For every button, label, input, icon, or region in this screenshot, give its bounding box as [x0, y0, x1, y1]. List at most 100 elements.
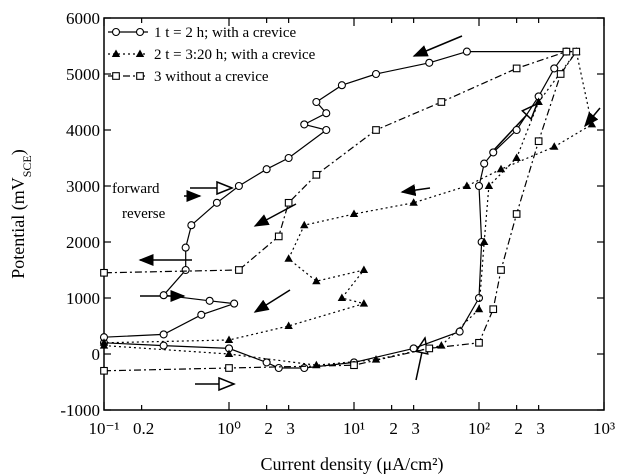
- series-line: [103, 51, 568, 369]
- data-point: [587, 119, 597, 128]
- arrow: [584, 107, 601, 128]
- arrow: [400, 184, 431, 197]
- x-tick-label: 10¹: [343, 419, 365, 438]
- y-axis-label-sub: SCE: [20, 155, 34, 177]
- data-point: [300, 220, 309, 229]
- data-point: [235, 266, 243, 274]
- series-line: [103, 51, 578, 372]
- arrow: [253, 203, 297, 227]
- data-point: [322, 125, 331, 135]
- data-point: [512, 153, 521, 161]
- data-point: [224, 335, 234, 343]
- y-tick-label: 5000: [66, 65, 100, 84]
- x-tick-label: 10⁻¹: [88, 419, 119, 438]
- data-point: [455, 327, 464, 336]
- data-point: [212, 198, 221, 207]
- y-tick-label: 2000: [66, 233, 100, 252]
- data-point: [484, 181, 494, 189]
- data-point: [197, 310, 206, 319]
- data-point: [337, 293, 347, 301]
- x-tick-label: 0.2: [133, 419, 154, 438]
- data-point: [425, 58, 434, 67]
- data-point: [337, 81, 346, 90]
- data-point: [159, 291, 168, 300]
- legend-label: 2 t = 3:20 h; with a crevice: [154, 47, 316, 63]
- data-point: [512, 64, 521, 73]
- data-point: [284, 254, 293, 262]
- data-point: [359, 299, 369, 307]
- data-point: [489, 148, 498, 157]
- y-tick-label: 3000: [66, 177, 100, 196]
- data-point: [489, 305, 498, 314]
- data-point: [562, 47, 571, 56]
- y-tick-label: 0: [92, 345, 101, 364]
- data-point: [437, 98, 446, 106]
- x-tick-label: 10²: [468, 419, 490, 438]
- data-point: [274, 232, 283, 241]
- data-point: [572, 47, 581, 56]
- data-point: [284, 321, 293, 329]
- data-point: [409, 198, 418, 206]
- data-point: [181, 265, 190, 275]
- series-line: [103, 50, 593, 366]
- data-point: [371, 69, 381, 79]
- data-point: [99, 338, 109, 346]
- x-tick-label: 10³: [593, 419, 615, 438]
- data-point: [556, 70, 565, 78]
- data-point: [475, 338, 483, 347]
- x-tick-label: 10⁰: [217, 419, 241, 438]
- y-tick-label: 1000: [66, 289, 100, 308]
- x-tick-label: 3: [536, 419, 545, 438]
- x-tick-label: 3: [411, 419, 420, 438]
- data-point: [496, 164, 506, 173]
- data-point: [462, 181, 472, 189]
- y-tick-label: -1000: [60, 401, 100, 420]
- data-point: [512, 210, 521, 218]
- data-point: [480, 159, 489, 168]
- data-point: [159, 341, 168, 350]
- x-axis-label: Current density (μA/cm²): [260, 454, 443, 475]
- data-point: [350, 361, 358, 370]
- data-point: [474, 181, 484, 191]
- data-point: [300, 120, 309, 129]
- data-point: [225, 364, 233, 372]
- x-tick-label: 3: [286, 419, 295, 438]
- legend-marker: [136, 72, 144, 80]
- data-point: [187, 221, 196, 230]
- y-axis-label-text: Potential (mV: [8, 177, 29, 279]
- data-point: [497, 266, 505, 274]
- arrow: [253, 289, 291, 313]
- data-point: [205, 296, 214, 305]
- data-point: [322, 109, 331, 118]
- data-point: [312, 276, 321, 285]
- data-point: [534, 97, 543, 105]
- data-point: [312, 97, 321, 107]
- annotation: forward: [112, 181, 160, 197]
- x-tick-label: 2: [514, 419, 523, 438]
- data-point: [512, 125, 521, 135]
- data-point: [230, 299, 239, 308]
- data-point: [349, 209, 359, 217]
- data-point: [550, 64, 559, 73]
- x-tick-label: 2: [264, 419, 273, 438]
- data-point: [474, 293, 484, 303]
- y-axis-label-end: ): [8, 149, 29, 155]
- legend-marker: [135, 27, 145, 37]
- data-point: [474, 304, 484, 313]
- data-point: [224, 349, 234, 357]
- data-point: [284, 153, 293, 163]
- data-point: [409, 344, 418, 353]
- data-point: [462, 47, 471, 56]
- legend-marker: [135, 49, 145, 57]
- data-point: [274, 363, 283, 373]
- data-point: [534, 137, 543, 146]
- x-tick-label: 2: [389, 419, 398, 438]
- data-point: [100, 268, 108, 277]
- data-point: [479, 237, 489, 245]
- data-point: [550, 142, 559, 150]
- data-point: [284, 198, 293, 207]
- legend-label: 3 without a crevice: [154, 69, 269, 85]
- data-point: [262, 165, 271, 174]
- legend-marker: [111, 27, 121, 37]
